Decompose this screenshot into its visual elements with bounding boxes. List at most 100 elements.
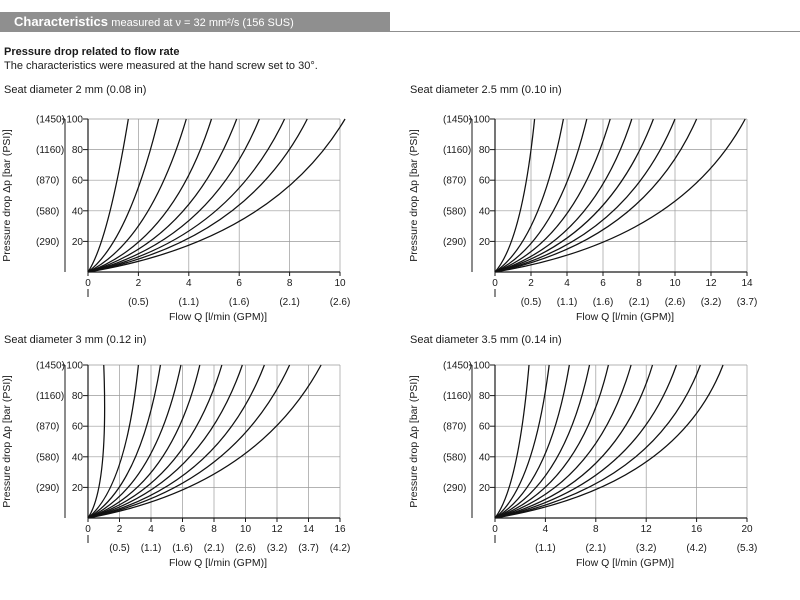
series-line-3 (87, 118, 187, 273)
y-tick-label: 60 (72, 176, 84, 187)
x-gpm-label: (1.1) (557, 297, 578, 308)
y-psi-label: (870) (36, 176, 59, 187)
x-axis-title: Flow Q [l/min (GPM)] (576, 557, 674, 569)
header-divider (390, 31, 800, 32)
y-tick-label: 80 (72, 391, 84, 402)
y-tick-label: 100 (66, 115, 83, 126)
x-tick-label: 4 (186, 278, 192, 289)
y-axis-title: Pressure drop Δp [bar (PSI)] (408, 375, 420, 508)
x-tick-label: 12 (705, 278, 717, 289)
y-tick-label: 40 (72, 206, 84, 217)
y-tick-label: 20 (72, 237, 84, 248)
series-line-1 (87, 364, 106, 519)
x-tick-label: 8 (287, 278, 293, 289)
x-tick-label: 12 (641, 524, 653, 535)
x-gpm-label: (2.1) (279, 297, 300, 308)
y-axis-title: Pressure drop Δp [bar (PSI)] (1, 375, 13, 508)
x-gpm-label: (4.2) (330, 543, 351, 554)
x-gpm-label: (0.5) (109, 543, 130, 554)
y-psi-label: (580) (443, 206, 466, 217)
x-gpm-label: (2.1) (629, 297, 650, 308)
series-line-3 (87, 364, 162, 519)
y-tick-label: 40 (72, 452, 84, 463)
series-line-7 (87, 118, 286, 273)
y-tick-label: 40 (479, 452, 491, 463)
x-gpm-label: (3.2) (267, 543, 288, 554)
series-line-4 (494, 364, 591, 519)
y-psi-label: (290) (36, 483, 59, 494)
x-tick-label: 16 (334, 524, 346, 535)
x-gpm-label: (5.3) (737, 543, 758, 554)
x-tick-label: 14 (741, 278, 753, 289)
series-line-5 (494, 364, 610, 519)
header-title: Characteristics (14, 14, 108, 29)
series-line-3 (494, 118, 588, 273)
y-tick-label: 20 (479, 483, 491, 494)
x-gpm-label: (0.5) (128, 297, 149, 308)
y-psi-label: (290) (443, 237, 466, 248)
y-psi-label: (290) (443, 483, 466, 494)
header-bar: Characteristics measured at ν = 32 mm²/s… (0, 12, 390, 32)
series-line-5 (494, 118, 633, 273)
chart-4: 20 (290) 40 (580) 60 (870) 80 (1160) 100(1450) 0 4… (408, 361, 757, 570)
chart-title-2mm: Seat diameter 2 mm (0.08 in) (4, 84, 147, 96)
x-tick-label: 4 (148, 524, 154, 535)
series-line-1 (87, 118, 129, 273)
series-line-10 (494, 364, 724, 519)
x-tick-label: 2 (136, 278, 142, 289)
series-line-8 (87, 364, 265, 519)
y-tick-label: 80 (479, 145, 491, 156)
x-axis-title: Flow Q [l/min (GPM)] (169, 311, 267, 323)
series-line-2 (494, 364, 550, 519)
y-psi-label: (1160) (443, 391, 471, 402)
x-gpm-label: (3.2) (636, 543, 657, 554)
x-tick-label: 10 (240, 524, 252, 535)
series-line-1 (494, 118, 536, 273)
x-tick-label: 0 (85, 278, 91, 289)
series-line-9 (494, 364, 701, 519)
series-line-4 (494, 118, 611, 273)
y-axis-title: Pressure drop Δp [bar (PSI)] (408, 129, 420, 262)
y-psi-label: (870) (36, 422, 59, 433)
y-psi-label: (580) (36, 452, 59, 463)
x-tick-label: 2 (528, 278, 534, 289)
y-tick-label: 20 (479, 237, 491, 248)
series-line-2 (87, 364, 140, 519)
x-gpm-label: (3.2) (701, 297, 722, 308)
x-axis-title: Flow Q [l/min (GPM)] (576, 311, 674, 323)
x-tick-label: 6 (600, 278, 606, 289)
x-tick-label: 10 (334, 278, 346, 289)
x-gpm-label: (2.6) (665, 297, 686, 308)
y-psi-label: (870) (443, 422, 466, 433)
y-psi-label: (1450) (443, 361, 472, 372)
y-psi-label: (580) (443, 452, 466, 463)
x-gpm-label: (1.6) (229, 297, 250, 308)
series-line-1 (494, 364, 530, 519)
y-tick-label: 100 (473, 115, 490, 126)
section-description: The characteristics were measured at the… (4, 60, 318, 72)
series-line-6 (87, 364, 223, 519)
series-line-3 (494, 364, 570, 519)
x-tick-label: 0 (492, 524, 498, 535)
x-tick-label: 0 (85, 524, 91, 535)
y-tick-label: 60 (479, 422, 491, 433)
series-line-4 (87, 364, 182, 519)
series-line-6 (87, 118, 260, 273)
y-tick-label: 80 (72, 145, 84, 156)
chart-title-2-5mm: Seat diameter 2.5 mm (0.10 in) (410, 84, 562, 96)
y-tick-label: 40 (479, 206, 491, 217)
x-tick-label: 8 (636, 278, 642, 289)
x-tick-label: 2 (117, 524, 123, 535)
section-title: Pressure drop related to flow rate (4, 46, 180, 58)
y-tick-label: 80 (479, 391, 491, 402)
series-line-2 (494, 118, 565, 273)
chart-3: 20 (290) 40 (580) 60 (870) 80 (1160) 100(1450) 0 2… (1, 361, 350, 570)
series-line-5 (87, 364, 201, 519)
x-tick-label: 6 (236, 278, 242, 289)
chart-title-3-5mm: Seat diameter 3.5 mm (0.14 in) (410, 334, 562, 346)
x-tick-label: 0 (492, 278, 498, 289)
y-axis-title: Pressure drop Δp [bar (PSI)] (1, 129, 13, 262)
y-tick-label: 60 (72, 422, 84, 433)
x-gpm-label: (4.2) (686, 543, 707, 554)
series-line-8 (494, 118, 698, 273)
